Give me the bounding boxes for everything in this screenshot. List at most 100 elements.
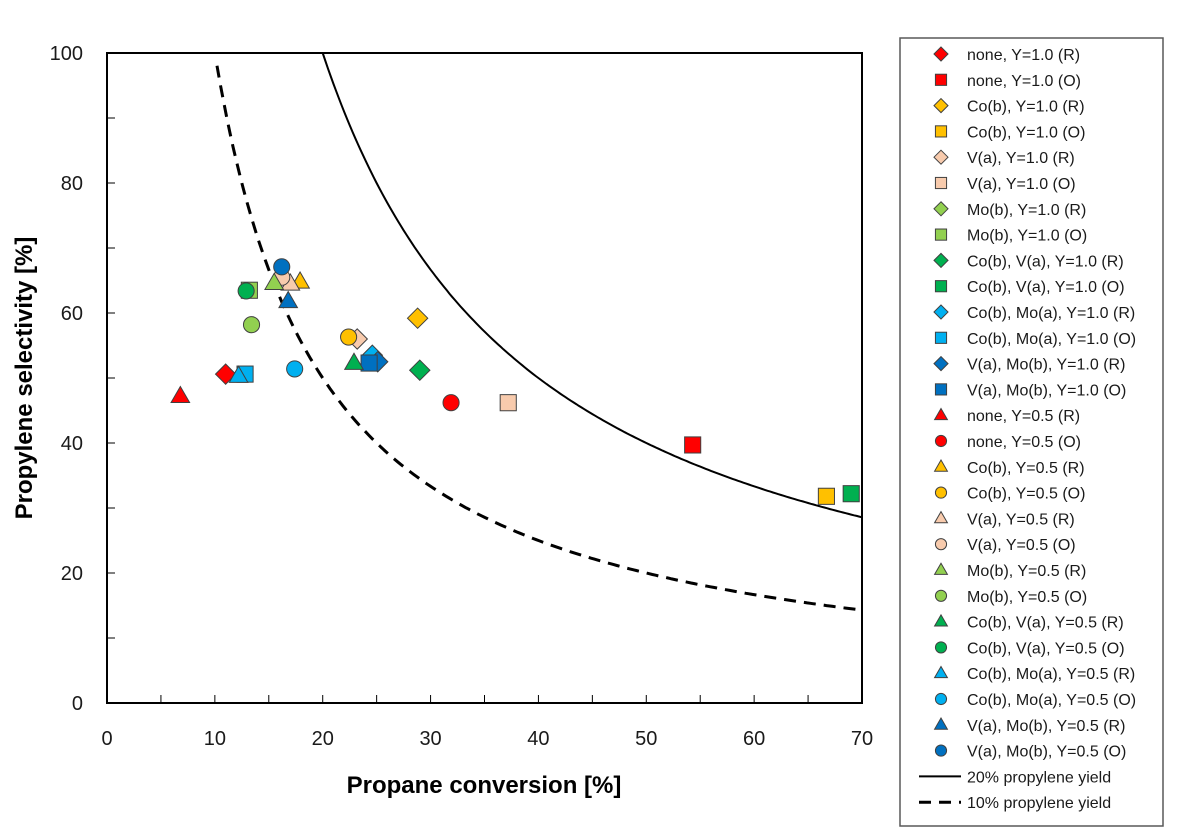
legend-label: V(a), Y=0.5 (O) xyxy=(967,537,1076,554)
data-points xyxy=(170,258,860,505)
legend-item: none, Y=1.0 (R) xyxy=(933,46,1080,64)
legend-item: 10% propylene yield xyxy=(919,795,1111,812)
data-point-triangle xyxy=(343,352,365,370)
y-tick-label: 100 xyxy=(50,43,83,65)
legend-marker-circle xyxy=(934,434,948,448)
x-tick-label: 0 xyxy=(101,728,112,750)
legend-marker-square xyxy=(934,73,948,86)
y-tick-label: 60 xyxy=(61,303,83,325)
x-tick-label: 70 xyxy=(851,728,873,750)
x-tick-label: 20 xyxy=(312,728,334,750)
x-tick-label: 30 xyxy=(419,728,441,750)
legend-marker-square xyxy=(934,383,948,396)
legend-marker-square xyxy=(934,125,948,138)
data-point-triangle xyxy=(228,365,249,383)
legend-marker-diamond xyxy=(933,149,949,165)
legend-marker-triangle xyxy=(933,407,949,421)
data-point-square xyxy=(817,487,835,505)
data-point-triangle xyxy=(278,290,299,309)
legend-label: V(a), Y=1.0 (R) xyxy=(967,150,1075,167)
legend-label: none, Y=0.5 (O) xyxy=(967,434,1081,451)
legend-item: V(a), Mo(b), Y=0.5 (R) xyxy=(933,717,1125,735)
legend-item: V(a), Mo(b), Y=1.0 (O) xyxy=(934,382,1126,399)
data-point-circle xyxy=(242,316,261,334)
legend-label: Co(b), V(a), Y=0.5 (R) xyxy=(967,615,1124,632)
legend-item: Co(b), Mo(a), Y=1.0 (R) xyxy=(933,304,1135,322)
legend-item: Co(b), Y=1.0 (O) xyxy=(934,124,1085,141)
y-axis-title: Propylene selectivity [%] xyxy=(11,237,38,520)
legend-item: Co(b), V(a), Y=1.0 (R) xyxy=(933,252,1124,270)
legend-item: V(a), Y=0.5 (R) xyxy=(933,510,1075,528)
legend-item: V(a), Y=1.0 (R) xyxy=(933,149,1075,167)
legend-item: Co(b), V(a), Y=1.0 (O) xyxy=(934,279,1125,296)
legend-label: V(a), Y=1.0 (O) xyxy=(967,176,1076,193)
legend-marker-diamond xyxy=(933,304,949,320)
legend: none, Y=1.0 (R) none, Y=1.0 (O) Co(b), Y=1… xyxy=(899,37,1164,827)
legend-label: V(a), Y=0.5 (R) xyxy=(967,511,1075,528)
legend-marker-square xyxy=(934,331,948,344)
legend-item: Mo(b), Y=1.0 (O) xyxy=(934,228,1087,245)
legend-label: Co(b), Y=1.0 (R) xyxy=(967,99,1085,116)
legend-label: Co(b), Y=0.5 (R) xyxy=(967,460,1085,477)
legend-item: Co(b), Mo(a), Y=0.5 (O) xyxy=(934,692,1136,709)
yield-10-curve xyxy=(215,65,863,612)
x-tick-label: 50 xyxy=(635,728,657,750)
data-point-square xyxy=(684,436,702,454)
legend-item: V(a), Mo(b), Y=1.0 (R) xyxy=(933,355,1125,374)
legend-item: Co(b), Y=0.5 (R) xyxy=(933,459,1085,477)
data-point-circle xyxy=(340,328,358,346)
legend-marker-square xyxy=(934,280,948,293)
legend-item: Mo(b), Y=0.5 (R) xyxy=(933,562,1086,580)
x-tick-label: 40 xyxy=(527,728,549,750)
legend-item: V(a), Y=0.5 (O) xyxy=(934,537,1076,554)
legend-item: Co(b), V(a), Y=0.5 (R) xyxy=(933,613,1124,632)
data-point-circle xyxy=(442,394,460,412)
legend-marker-diamond xyxy=(933,201,949,217)
legend-marker-triangle xyxy=(933,562,949,575)
legend-marker-circle xyxy=(934,641,948,654)
x-tick-label: 60 xyxy=(743,728,765,750)
data-point-triangle xyxy=(264,272,285,290)
legend-item: none, Y=1.0 (O) xyxy=(934,73,1081,90)
legend-item: none, Y=0.5 (R) xyxy=(933,407,1080,425)
legend-marker-circle xyxy=(934,589,948,602)
legend-label: V(a), Mo(b), Y=0.5 (R) xyxy=(967,718,1125,735)
legend-marker-triangle xyxy=(933,510,949,524)
data-point-diamond xyxy=(406,307,429,330)
legend-label: Mo(b), Y=1.0 (O) xyxy=(967,228,1087,245)
legend-label: Co(b), Mo(a), Y=1.0 (O) xyxy=(967,331,1136,348)
legend-marker-circle xyxy=(934,692,948,706)
legend-label: Mo(b), Y=1.0 (R) xyxy=(967,202,1086,219)
legend-label: V(a), Mo(b), Y=1.0 (R) xyxy=(967,357,1125,374)
x-tick-label: 10 xyxy=(204,728,226,750)
data-point-square xyxy=(842,485,860,503)
legend-label: Co(b), Mo(a), Y=0.5 (O) xyxy=(967,692,1136,709)
legend-marker-square xyxy=(934,176,948,190)
legend-label: Co(b), Mo(a), Y=0.5 (R) xyxy=(967,666,1135,683)
legend-item: none, Y=0.5 (O) xyxy=(934,434,1081,451)
legend-item: V(a), Mo(b), Y=0.5 (O) xyxy=(934,744,1126,761)
legend-marker-circle xyxy=(934,744,948,757)
x-axis-ticks: 0 10 20 30 40 50 60 70 xyxy=(101,695,873,750)
legend-item: Co(b), Y=1.0 (R) xyxy=(933,97,1085,116)
legend-item: Co(b), V(a), Y=0.5 (O) xyxy=(934,640,1125,657)
legend-item: Mo(b), Y=1.0 (R) xyxy=(933,201,1086,219)
legend-item: V(a), Y=1.0 (O) xyxy=(934,176,1076,193)
legend-item: 20% propylene yield xyxy=(919,769,1111,786)
legend-label: none, Y=1.0 (R) xyxy=(967,47,1080,64)
legend-item: Mo(b), Y=0.5 (O) xyxy=(934,589,1087,606)
legend-marker-triangle xyxy=(933,717,949,730)
legend-label: Mo(b), Y=0.5 (R) xyxy=(967,563,1086,580)
data-point-circle xyxy=(273,258,291,276)
data-point-square xyxy=(499,394,517,412)
legend-label: Co(b), Y=1.0 (O) xyxy=(967,124,1085,141)
legend-label: V(a), Mo(b), Y=0.5 (O) xyxy=(967,744,1126,761)
legend-label: Co(b), V(a), Y=0.5 (O) xyxy=(967,640,1125,657)
legend-marker-diamond xyxy=(933,252,949,269)
data-point-triangle xyxy=(170,385,191,404)
legend-marker-triangle xyxy=(933,459,949,472)
legend-label: 10% propylene yield xyxy=(967,795,1111,812)
legend-marker-triangle xyxy=(933,613,949,627)
data-point-diamond xyxy=(408,359,431,382)
